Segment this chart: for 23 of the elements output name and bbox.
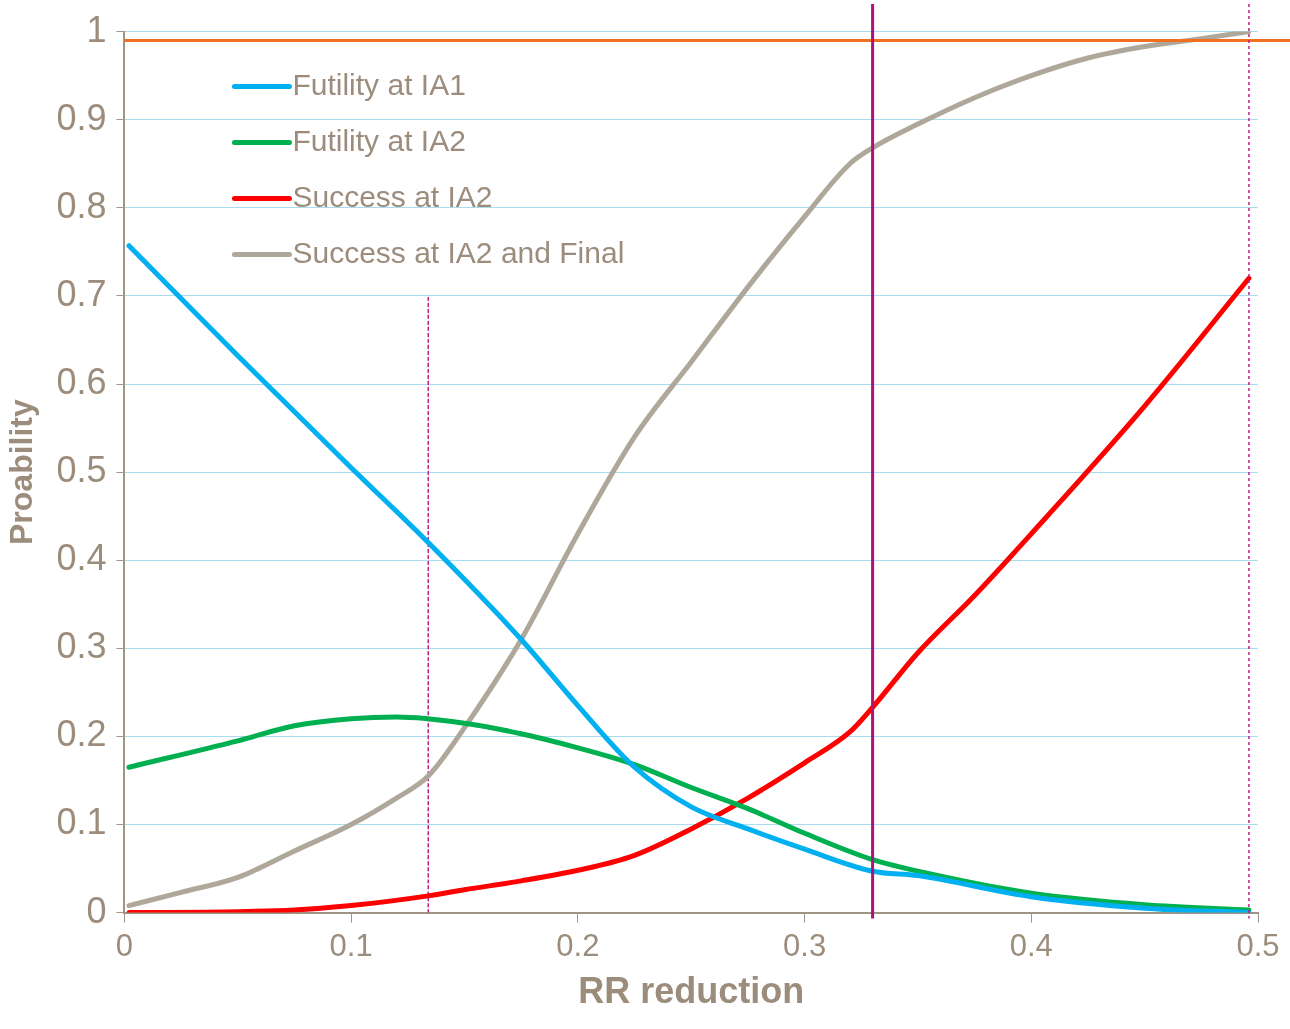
legend-label: Success at IA2: [292, 179, 493, 213]
legend-label: Futility at IA2: [292, 123, 466, 157]
y-tick-label: 0.1: [56, 801, 107, 843]
y-tick-label: 1: [86, 8, 107, 50]
x-tick-label: 0.1: [329, 927, 373, 963]
y-tick-label: 0.3: [56, 625, 107, 667]
y-tick-label: 0.6: [56, 360, 107, 402]
x-tick-label: 0.5: [1236, 927, 1280, 963]
legend-label: Success at IA2 and Final: [292, 235, 625, 269]
y-tick-label: 0: [86, 889, 107, 931]
y-tick-label: 0.2: [56, 713, 107, 755]
x-axis-title: RR reduction: [578, 970, 805, 1012]
x-tick-label: 0.2: [556, 927, 600, 963]
y-tick-label: 0.9: [56, 96, 107, 138]
y-tick-label: 0.8: [56, 184, 107, 226]
y-tick-label: 0.7: [56, 272, 107, 314]
y-tick-label: 0.5: [56, 449, 107, 491]
y-tick-label: 0.4: [56, 537, 107, 579]
y-axis-title: Proability: [3, 398, 40, 546]
x-tick-label: 0: [115, 927, 134, 963]
x-tick-label: 0.4: [1009, 927, 1053, 963]
legend-label: Futility at IA1: [292, 67, 466, 101]
x-tick-label: 0.3: [783, 927, 827, 963]
